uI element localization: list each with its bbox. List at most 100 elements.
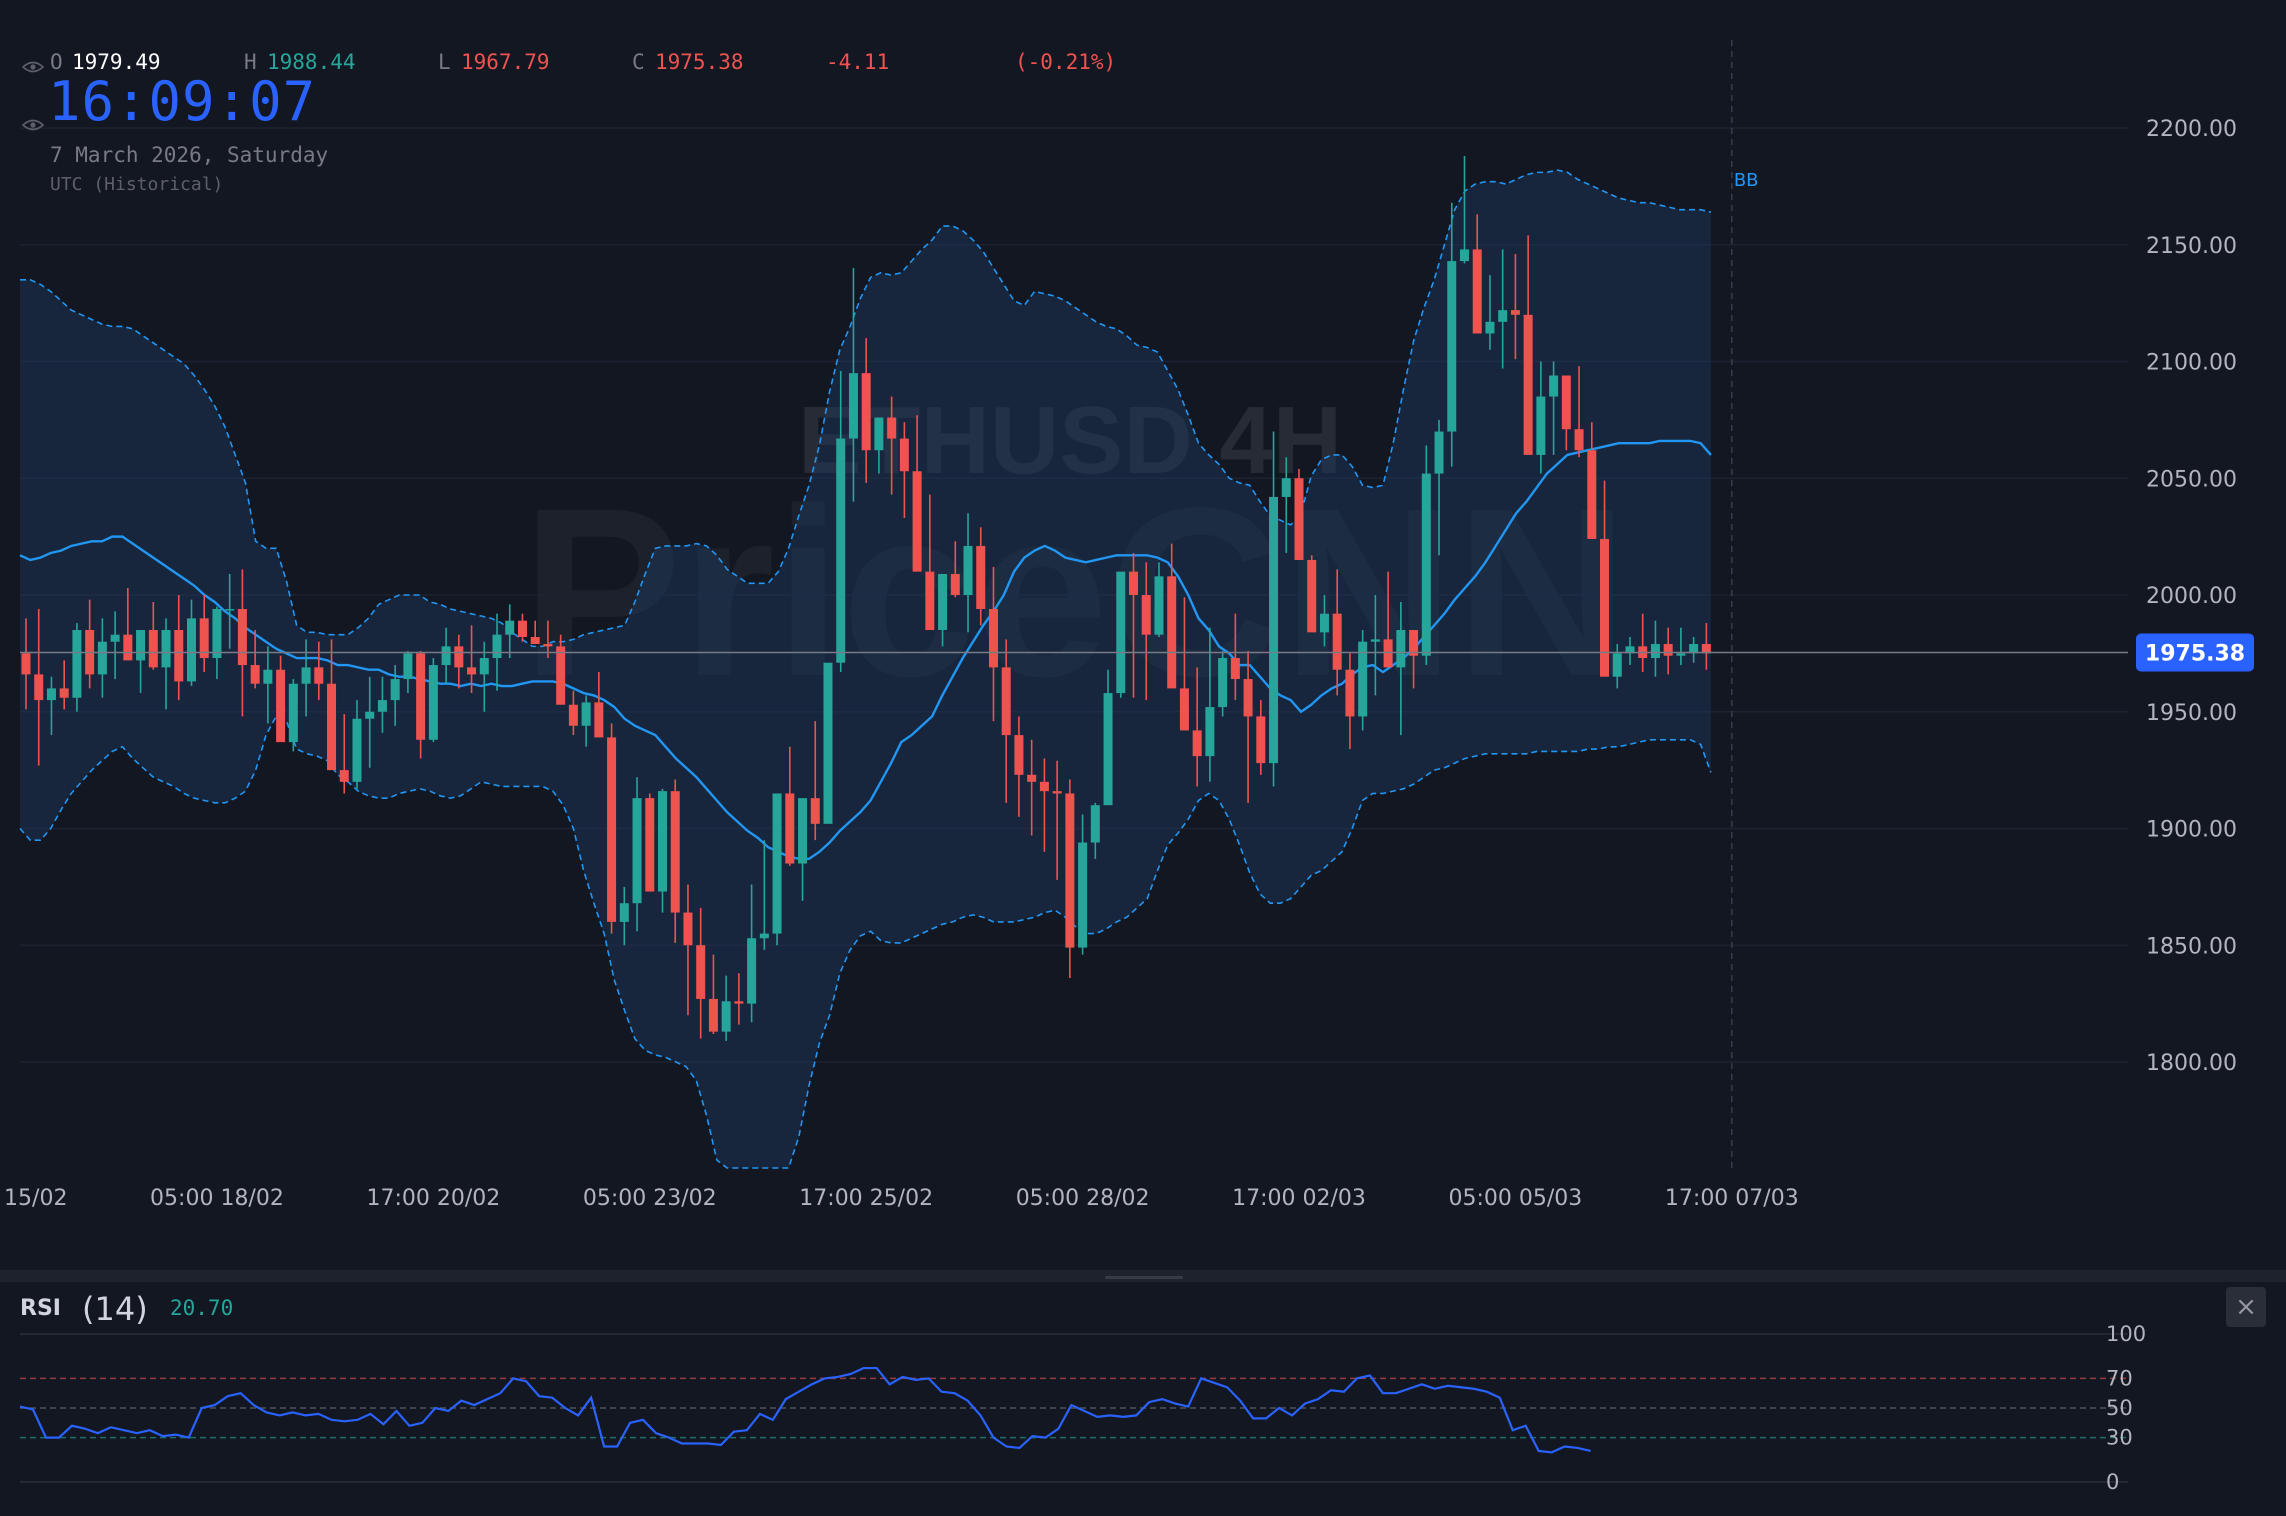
close-label: C [632,50,645,74]
candle-body [1103,693,1113,806]
candle-body [607,737,617,922]
candle-body [1434,431,1444,474]
candle-body [136,630,146,661]
candle-body [810,798,820,824]
candle-body [1587,450,1597,539]
candle-body [785,793,795,864]
candle-body [1549,375,1559,397]
candle-body [772,793,782,934]
high-label: H [244,50,257,74]
candle-body [352,718,362,782]
candle-body [314,667,324,684]
candle-body [1625,646,1635,654]
candle-body [428,665,438,740]
candle-body [110,634,120,642]
y-tick-label: 2200.00 [2146,117,2237,142]
bb-lower-line [19,715,1712,1169]
candle-body [1370,639,1380,642]
candle-body [505,620,515,635]
y-tick-label: 2150.00 [2146,234,2237,259]
rsi-axis: 100 70 50 30 0 [2106,1322,2146,1494]
candle-body [59,688,69,698]
candle-body [1014,735,1024,775]
candle-body [1129,571,1139,595]
candle-body [339,770,349,782]
candle-body [1294,478,1304,560]
x-tick-label: 05:00 28/02 [1016,1186,1150,1211]
candle-body [708,998,718,1032]
y-tick-label: 1950.00 [2146,701,2237,726]
candle-body [1154,576,1164,635]
candle-body [823,662,833,824]
low-value: 1967.79 [461,50,550,74]
candle-body [1243,679,1253,717]
y-tick-label: 2050.00 [2146,467,2237,492]
candle-body [1485,321,1495,334]
candle-body [1039,781,1049,792]
candle-body [161,630,171,668]
candle-body [1332,613,1342,670]
candle-body [416,653,426,740]
candle-body [479,658,489,675]
candle-body [632,798,642,904]
clock: 16:09:07 [48,70,317,133]
candle-body [1358,641,1368,717]
candle-body [1600,538,1610,677]
open-value: 1979.49 [72,50,161,74]
candle-body [568,704,578,726]
eye-icon[interactable] [22,118,44,132]
candle-body [186,618,196,682]
candle-body [1510,310,1520,315]
candle-body [46,688,56,701]
candle-body [1167,576,1177,689]
bb-fill [20,170,1711,1168]
candle-body [390,679,400,701]
resize-handle[interactable] [1105,1276,1183,1279]
candle-body [1141,595,1151,635]
bollinger-bands [19,169,1712,1169]
candle-body [887,417,897,439]
eye-icon[interactable] [22,60,44,74]
candle-body [696,945,706,999]
y-tick-label: 1800.00 [2146,1051,2237,1076]
candle-body [1256,716,1266,764]
candle-body [543,644,553,647]
candle-body [594,702,604,738]
candle-body [1078,842,1088,948]
candle-body [619,903,629,922]
rsi-line [19,1366,1591,1454]
last-price-badge [2136,633,2254,672]
candle-body [861,373,871,451]
candle-body [1230,658,1240,680]
candle-body [950,573,960,595]
candle-body [1459,249,1469,262]
candle-body [530,637,540,645]
candle-body [759,933,769,939]
rsi-chart[interactable]: 100 70 50 30 0 [0,1282,2286,1516]
price-chart[interactable]: ETHUSD 4H PriceCNN 2200.00 2150.00 2100.00… [0,0,2286,1260]
x-tick-label: 17:00 25/02 [799,1186,933,1211]
candle-body [174,630,184,682]
close-pane-button[interactable]: × [2226,1287,2266,1327]
x-tick-label: 17:00 20/02 [366,1186,500,1211]
candle-body [874,417,884,451]
rsi-value: 20.70 [170,1296,234,1320]
open-label: O [50,50,63,74]
candle-body [1052,791,1062,794]
candle-body [670,791,680,913]
candle-body [1179,688,1189,731]
bb-label: BB [1734,170,1759,191]
last-price-label: 1975.38 [2145,641,2245,666]
candle-body [1281,478,1291,497]
x-tick-label: 17:00 15/02 [0,1186,67,1211]
y-tick-label: 2100.00 [2146,351,2237,376]
candle-body [250,665,260,684]
candle-body [556,646,566,705]
candle-body [1205,707,1215,757]
candle-body [1472,249,1482,334]
candle-body [899,438,909,472]
candle-body [963,545,973,595]
candle-body [1676,653,1686,656]
candle-body [1269,496,1279,764]
candle-body [645,798,655,892]
